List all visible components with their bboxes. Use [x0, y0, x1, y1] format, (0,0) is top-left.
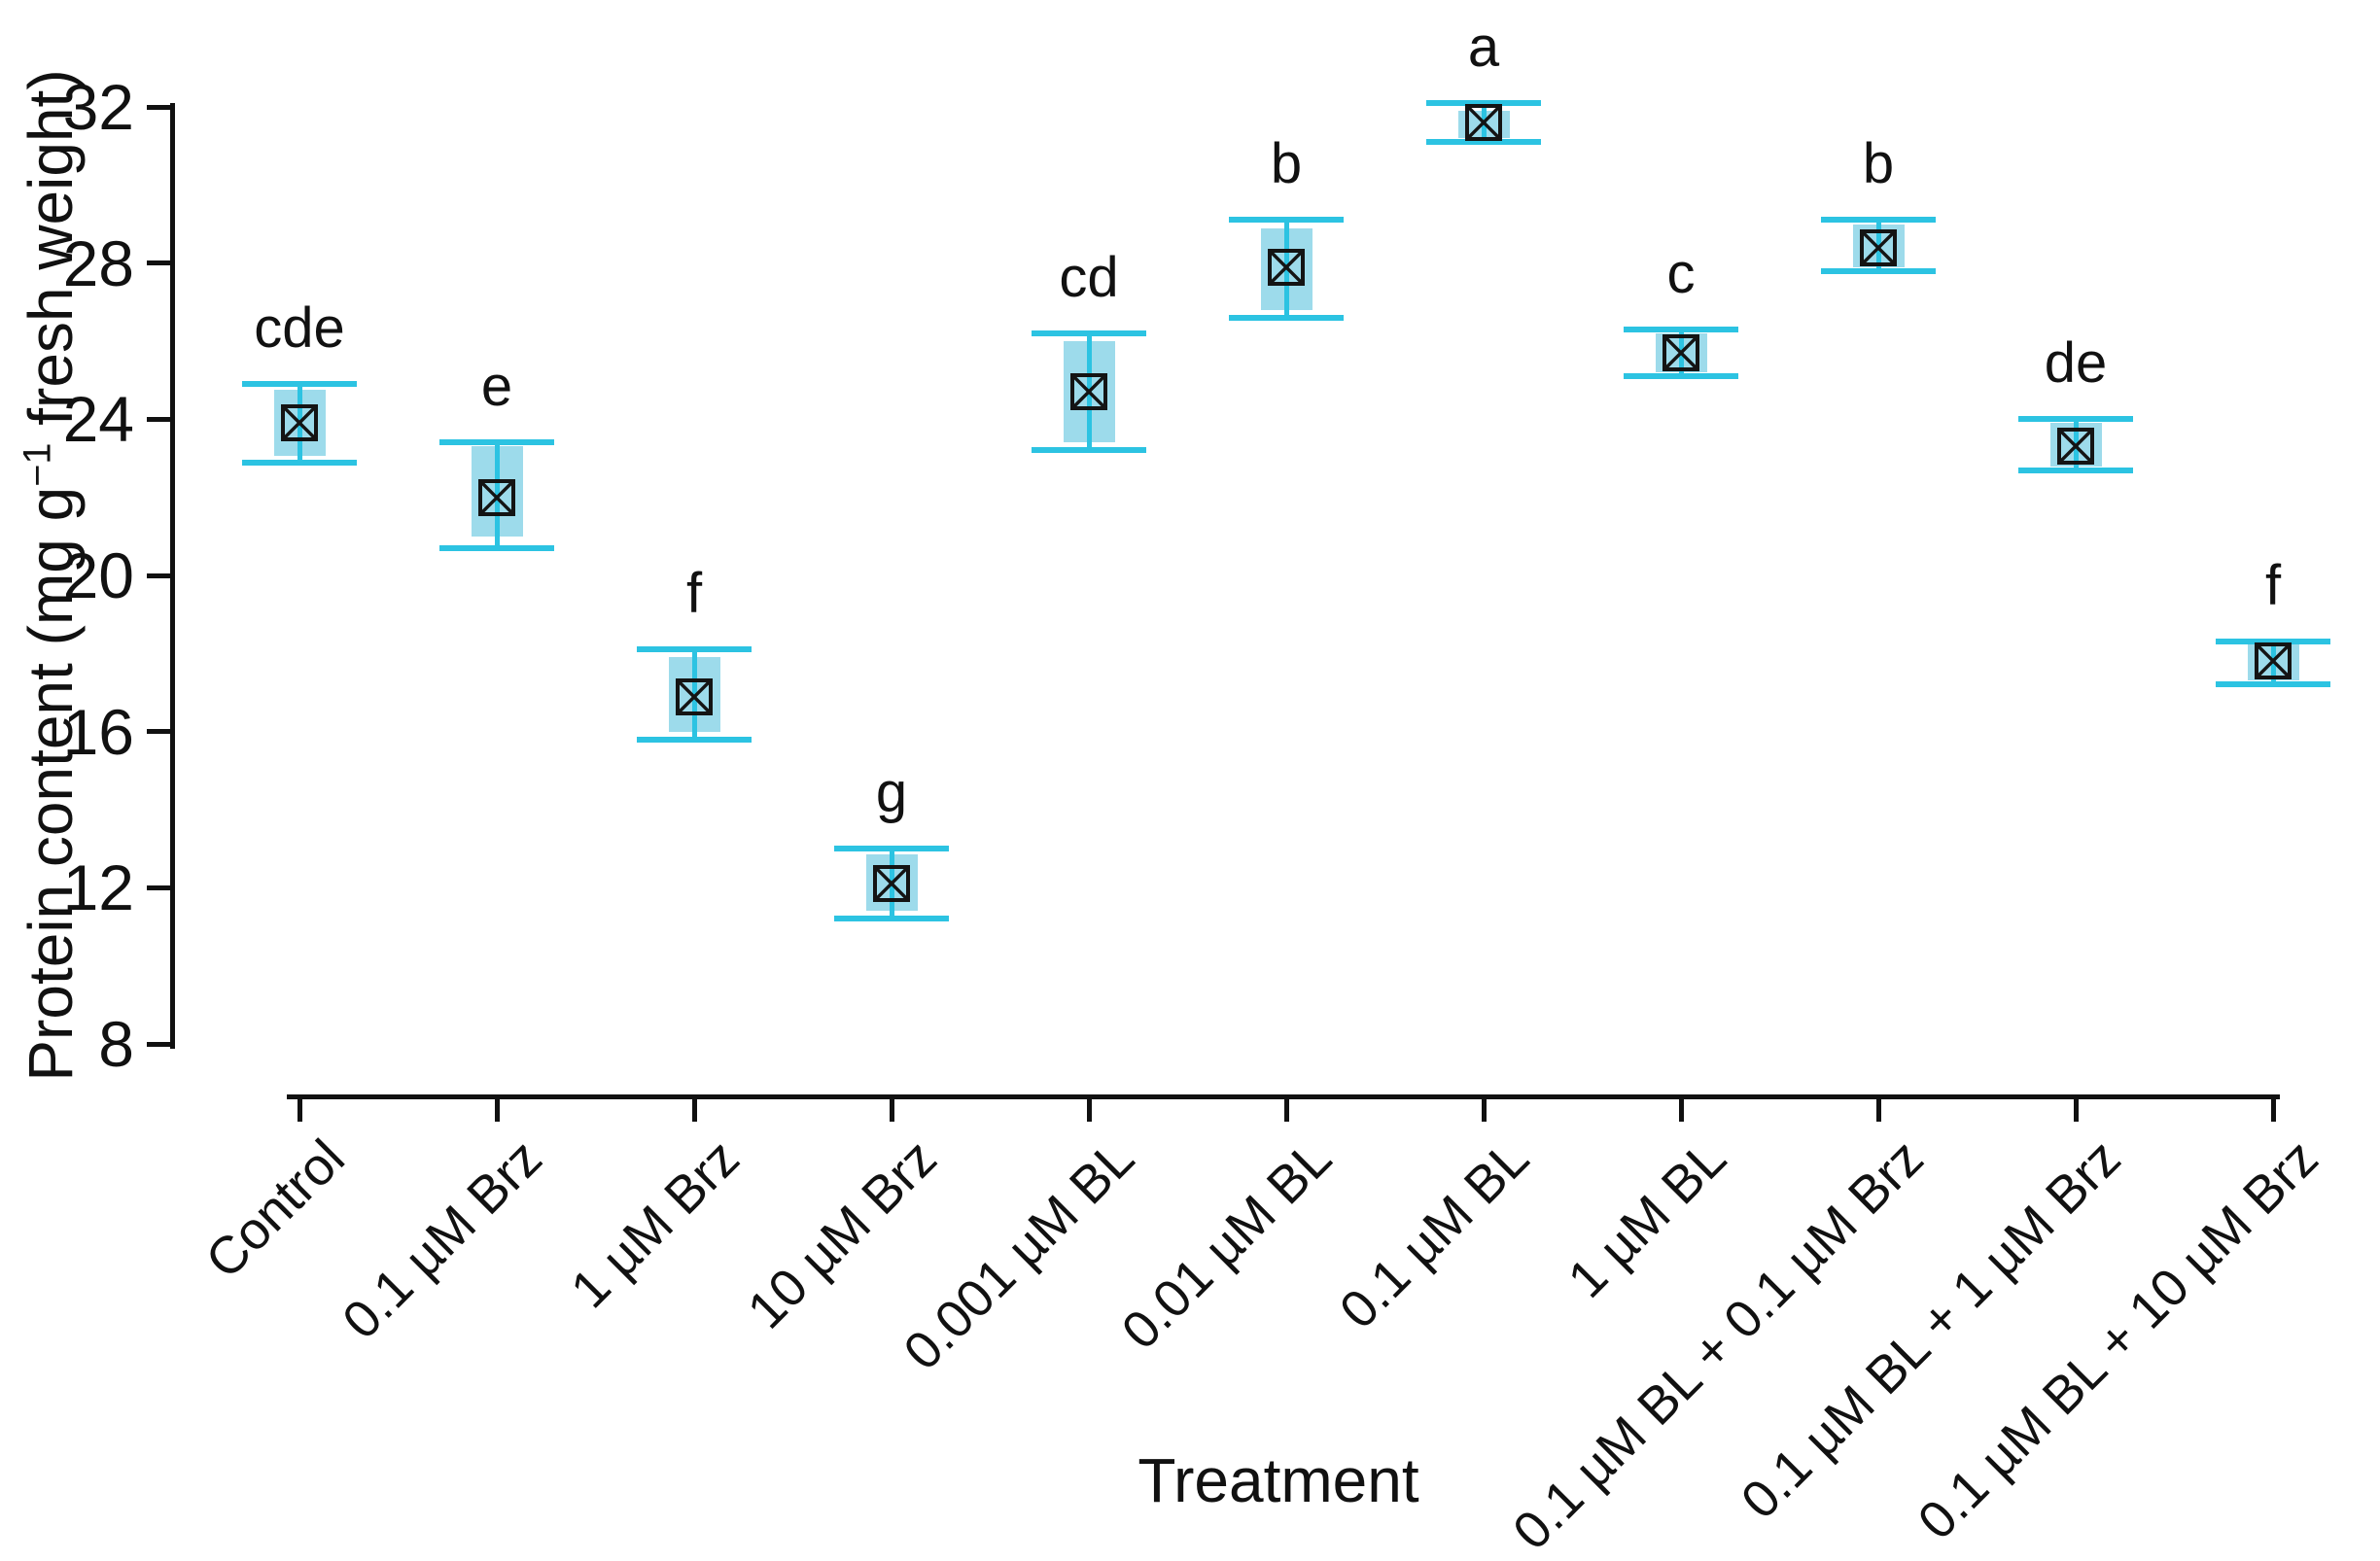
x-axis-tick: [494, 1096, 500, 1122]
x-axis-tick: [2073, 1096, 2079, 1122]
data-point-marker: [2255, 642, 2292, 680]
y-axis-line: [170, 103, 175, 1049]
significance-letter: a: [1467, 15, 1500, 79]
x-axis-tick: [1875, 1096, 1881, 1122]
significance-letter: cde: [254, 296, 345, 361]
x-axis-tick-label: 0.1 µM BL + 0.1 µM Brz: [1501, 1128, 1935, 1561]
y-axis-tick: [147, 104, 172, 110]
error-bar-cap-top: [1821, 217, 1936, 224]
x-axis-tick: [2270, 1096, 2276, 1122]
error-bar-cap-bottom: [1821, 267, 1936, 274]
error-bar-cap-top: [834, 846, 949, 852]
data-point-marker: [1070, 373, 1107, 411]
error-bar-cap-bottom: [1426, 139, 1541, 146]
data-point-marker: [1268, 248, 1305, 286]
y-axis-tick-label: 8: [98, 1008, 134, 1080]
y-axis-tick: [147, 416, 172, 422]
error-bar-cap-top: [1426, 99, 1541, 106]
x-axis-line: [287, 1094, 2280, 1099]
error-bar-cap-top: [242, 381, 357, 388]
error-bar-cap-top: [1624, 326, 1738, 332]
significance-letter: g: [875, 761, 908, 825]
data-point-marker: [1662, 334, 1699, 372]
x-axis-tick: [691, 1096, 697, 1122]
x-axis-tick-label: 10 µM Brz: [736, 1128, 948, 1340]
y-axis-tick: [147, 1041, 172, 1047]
error-bar-cap-top: [637, 646, 752, 653]
error-bar-cap-bottom: [1624, 373, 1738, 380]
error-bar-cap-top: [2216, 639, 2330, 645]
y-axis-tick-label: 12: [62, 851, 134, 924]
significance-letter: b: [1862, 132, 1895, 196]
x-axis-tick: [1678, 1096, 1684, 1122]
x-axis-tick-label: Control: [194, 1128, 356, 1290]
data-point-marker: [2057, 428, 2094, 466]
x-axis-tick-label: 0.1 µM BL + 10 µM Brz: [1907, 1128, 2329, 1551]
error-bar-cap-bottom: [2216, 681, 2330, 688]
y-axis-tick: [147, 260, 172, 266]
data-point-marker: [873, 865, 910, 903]
y-axis-tick: [147, 885, 172, 890]
error-bar-cap-top: [439, 439, 554, 446]
significance-letter: f: [2264, 554, 2282, 618]
x-axis-tick: [1481, 1096, 1487, 1122]
y-axis-tick: [147, 729, 172, 735]
y-axis-tick-label: 32: [62, 71, 134, 143]
error-bar-cap-bottom: [1032, 447, 1146, 454]
error-bar-cap-top: [1229, 217, 1344, 224]
significance-letter: e: [480, 355, 513, 419]
x-axis-tick: [889, 1096, 894, 1122]
x-axis-tick-label: 0.01 µM BL: [1110, 1128, 1343, 1361]
y-axis-tick-label: 20: [62, 539, 134, 611]
significance-letter: de: [2044, 331, 2108, 396]
y-axis-tick-label: 28: [62, 226, 134, 299]
error-bar-cap-bottom: [834, 916, 949, 922]
error-bar-cap-bottom: [1229, 314, 1344, 321]
data-point-marker: [281, 404, 318, 442]
error-bar-cap-bottom: [637, 736, 752, 743]
x-axis-tick-label: 1 µM BL: [1557, 1128, 1737, 1309]
x-axis-tick: [1283, 1096, 1289, 1122]
y-axis-tick-label: 16: [62, 695, 134, 768]
significance-letter: cd: [1059, 245, 1119, 309]
x-axis-tick: [1086, 1096, 1092, 1122]
significance-letter: c: [1666, 241, 1696, 305]
y-axis-tick: [147, 572, 172, 578]
data-point-marker: [1860, 228, 1897, 266]
error-bar-cap-bottom: [242, 459, 357, 466]
significance-letter: f: [685, 562, 703, 626]
y-axis-tick-label: 24: [62, 383, 134, 456]
x-axis-tick-label: 0.1 µM BL: [1328, 1128, 1540, 1340]
x-axis-title: Treatment: [1138, 1445, 1419, 1515]
error-bar-cap-top: [2018, 416, 2133, 423]
significance-letter: b: [1270, 132, 1303, 196]
error-bar-cap-top: [1032, 330, 1146, 336]
data-point-marker: [676, 677, 713, 715]
x-axis-tick-label: 0.1 µM Brz: [331, 1128, 553, 1351]
x-axis-tick: [297, 1096, 302, 1122]
x-axis-tick-label: 1 µM Brz: [559, 1128, 751, 1320]
x-axis-tick-label: 0.1 µM BL + 1 µM Brz: [1730, 1128, 2132, 1531]
error-bar-cap-bottom: [439, 544, 554, 551]
data-point-marker: [478, 478, 515, 516]
error-bar-cap-bottom: [2018, 467, 2133, 473]
data-point-marker: [1465, 104, 1502, 142]
